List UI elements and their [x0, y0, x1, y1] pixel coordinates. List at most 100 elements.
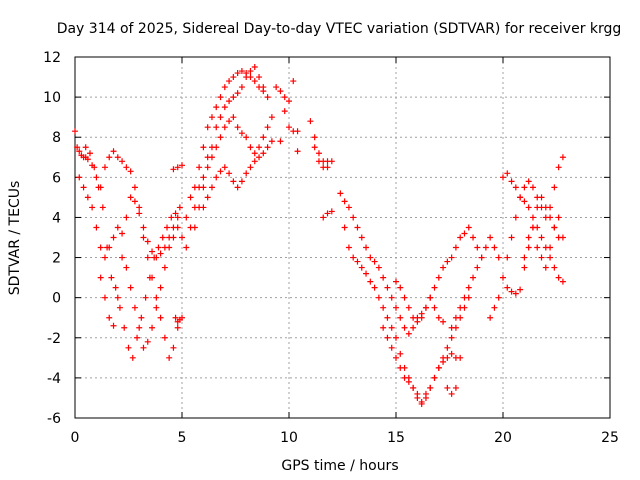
- data-point: [80, 184, 87, 191]
- data-point: [136, 210, 143, 217]
- data-point: [393, 278, 399, 285]
- data-point: [264, 124, 271, 131]
- data-point: [517, 194, 524, 201]
- plot-frame: [74, 56, 611, 419]
- y-tick-label: 8: [52, 130, 61, 146]
- data-point: [234, 124, 241, 131]
- data-point: [155, 244, 162, 251]
- data-point: [363, 270, 370, 277]
- x-tick-label: 25: [601, 430, 619, 446]
- data-point: [547, 254, 554, 261]
- data-point: [238, 84, 245, 91]
- data-point: [157, 284, 164, 291]
- data-point: [397, 314, 404, 321]
- data-point: [226, 118, 233, 125]
- data-point: [410, 324, 417, 331]
- data-point: [393, 354, 399, 361]
- data-point: [97, 244, 104, 251]
- data-point: [136, 324, 143, 331]
- data-point: [388, 324, 395, 331]
- data-point: [474, 264, 481, 271]
- data-point: [110, 234, 117, 241]
- data-point: [101, 294, 108, 301]
- data-point: [161, 264, 168, 271]
- data-point: [470, 234, 477, 241]
- data-point: [84, 194, 91, 201]
- data-point: [393, 304, 399, 311]
- x-axis-label: GPS time / hours: [281, 458, 398, 474]
- data-point: [125, 344, 132, 351]
- data-point: [95, 184, 102, 191]
- data-point: [401, 374, 408, 381]
- data-point: [307, 118, 314, 125]
- data-point: [208, 184, 215, 191]
- data-point: [172, 210, 179, 217]
- data-point: [110, 322, 117, 329]
- data-point: [140, 224, 147, 231]
- data-point: [84, 156, 91, 163]
- data-point: [127, 168, 134, 175]
- data-point: [119, 254, 126, 261]
- data-point: [134, 334, 141, 341]
- data-point: [93, 224, 100, 231]
- data-point: [444, 258, 451, 265]
- data-point: [393, 334, 399, 341]
- data-point: [260, 150, 267, 157]
- data-point: [555, 234, 562, 241]
- data-point: [538, 194, 545, 201]
- data-point: [444, 384, 451, 391]
- data-point: [127, 284, 134, 291]
- data-point: [521, 264, 528, 271]
- data-point: [166, 354, 173, 361]
- data-point: [123, 164, 130, 171]
- data-point: [221, 84, 228, 91]
- data-point: [153, 294, 160, 301]
- data-point: [221, 124, 228, 131]
- data-point: [200, 144, 207, 151]
- data-point: [525, 244, 532, 251]
- data-point: [174, 214, 181, 221]
- data-point: [388, 294, 395, 301]
- data-point: [380, 274, 387, 281]
- data-point: [243, 74, 250, 81]
- data-point: [127, 194, 134, 201]
- data-point: [144, 254, 151, 261]
- data-point: [465, 224, 472, 231]
- data-point: [440, 318, 447, 325]
- data-point: [277, 88, 284, 95]
- data-point: [151, 254, 158, 261]
- data-point: [251, 64, 258, 71]
- data-point: [435, 364, 442, 371]
- data-point: [221, 164, 228, 171]
- data-point: [187, 194, 194, 201]
- data-point: [547, 214, 554, 221]
- data-point: [529, 224, 536, 231]
- data-point: [448, 324, 455, 331]
- data-point: [251, 150, 258, 157]
- data-point: [170, 344, 177, 351]
- data-point: [538, 254, 545, 261]
- data-point: [508, 178, 515, 185]
- data-point: [138, 314, 145, 321]
- data-point: [108, 274, 115, 281]
- data-point: [538, 234, 545, 241]
- data-point: [89, 204, 96, 211]
- data-point: [401, 324, 408, 331]
- data-point: [427, 384, 434, 391]
- data-point: [179, 314, 185, 321]
- data-point: [542, 264, 549, 271]
- data-point: [384, 284, 391, 291]
- data-point: [410, 314, 417, 321]
- data-point: [350, 254, 357, 261]
- data-point: [268, 114, 275, 121]
- data-point: [375, 264, 382, 271]
- data-point: [448, 254, 455, 261]
- data-point: [256, 154, 263, 161]
- data-point: [529, 214, 536, 221]
- data-point: [131, 198, 138, 205]
- data-point: [170, 166, 177, 173]
- data-point: [363, 244, 370, 251]
- y-tick-label: -6: [47, 411, 61, 427]
- data-point: [196, 164, 203, 171]
- data-point: [422, 304, 429, 311]
